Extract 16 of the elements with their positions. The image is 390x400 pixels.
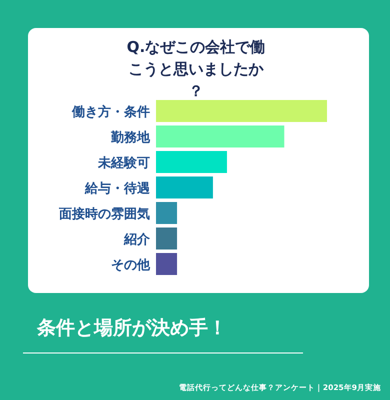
bar	[156, 228, 178, 250]
text: 条件と場所が決め手！	[36, 317, 227, 339]
bar	[156, 253, 178, 275]
y-tick-label: 紹介	[123, 232, 151, 248]
bar	[156, 126, 284, 148]
y-tick-label: 勤務地	[110, 130, 151, 146]
y-tick-label: 面接時の雰囲気	[58, 206, 150, 222]
y-tick-label: その他	[111, 258, 151, 273]
y-tick-label: 働き方・条件	[71, 104, 150, 120]
y-tick-label: 未経験可	[97, 156, 150, 171]
bar	[156, 100, 327, 122]
bar	[156, 202, 178, 224]
y-tick-label: 給与・待遇	[84, 182, 151, 196]
bar	[156, 176, 213, 198]
chart-title: Q.なぜこの会社で働こうと思いましたか？	[126, 38, 266, 100]
bar	[156, 151, 227, 173]
